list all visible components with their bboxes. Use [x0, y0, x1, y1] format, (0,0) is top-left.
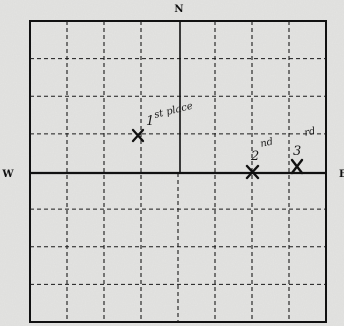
marker-2-note: nd	[259, 137, 274, 150]
east-label: E	[339, 169, 344, 180]
marker-1-x-icon	[131, 128, 145, 143]
marker-2-index: 2	[250, 149, 259, 164]
marker-3-note: rd	[303, 126, 316, 139]
marker-3-x-icon	[290, 158, 304, 175]
marker-2-x-icon	[245, 164, 260, 180]
west-label: W	[1, 169, 14, 180]
marker-3: 3 rd	[290, 126, 317, 175]
north-label: N	[174, 4, 183, 15]
marker-2: 2 nd	[245, 137, 274, 180]
marker-3-index: 3	[293, 144, 301, 159]
grid-lines	[30, 21, 326, 322]
marker-1-index: 1	[146, 114, 154, 129]
